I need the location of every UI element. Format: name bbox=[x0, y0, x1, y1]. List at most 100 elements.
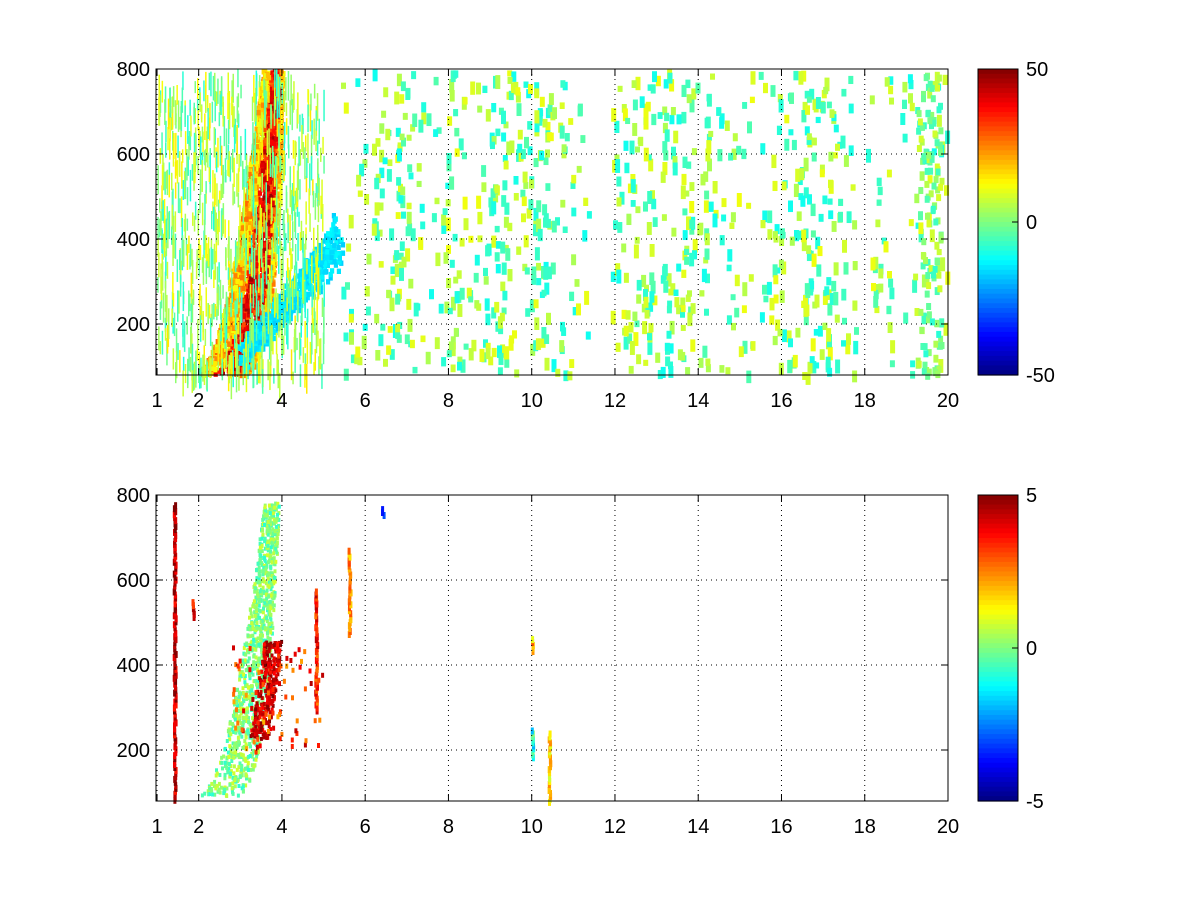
heatmap-cell bbox=[463, 218, 469, 231]
heatmap-cell bbox=[426, 113, 432, 127]
heatmap-cell bbox=[803, 187, 809, 199]
heatmap-cell bbox=[246, 270, 251, 276]
heatmap-cell bbox=[446, 153, 452, 166]
heatmap-cell bbox=[283, 297, 288, 303]
heatmap-cell bbox=[337, 238, 342, 245]
heatmap-cell bbox=[289, 287, 291, 314]
heatmap-cell bbox=[371, 223, 377, 236]
heatmap-cell bbox=[161, 330, 164, 355]
heatmap-cell bbox=[798, 71, 804, 85]
heatmap-cell bbox=[271, 136, 276, 142]
heatmap-cell bbox=[253, 364, 258, 370]
heatmap-cell bbox=[803, 314, 809, 326]
heatmap-cell bbox=[281, 280, 283, 302]
heatmap-cell bbox=[160, 211, 162, 236]
heatmap-cell bbox=[205, 262, 207, 277]
heatmap-cell bbox=[322, 238, 327, 244]
heatmap-cell bbox=[630, 179, 636, 193]
heatmap-cell bbox=[183, 239, 185, 267]
heatmap-cell bbox=[207, 253, 209, 269]
heatmap-cell bbox=[673, 130, 679, 144]
heatmap-cell bbox=[254, 131, 256, 158]
heatmap-cell bbox=[325, 262, 330, 269]
heatmap-cell bbox=[211, 370, 216, 376]
heatmap-cell bbox=[255, 311, 258, 341]
heatmap-cell bbox=[220, 183, 222, 200]
heatmap-cell bbox=[212, 170, 214, 199]
heatmap-cell bbox=[325, 254, 330, 260]
heatmap-cell bbox=[406, 202, 412, 210]
heatmap-cell bbox=[248, 166, 253, 172]
heatmap-cell bbox=[410, 228, 416, 242]
heatmap-cell bbox=[778, 99, 784, 113]
heatmap-cell bbox=[220, 210, 223, 239]
heatmap-cell bbox=[274, 292, 276, 316]
heatmap-cell bbox=[412, 366, 418, 374]
heatmap-cell bbox=[585, 331, 591, 340]
heatmap-cell bbox=[320, 147, 322, 162]
heatmap-cell bbox=[736, 145, 742, 155]
heatmap-cell bbox=[502, 180, 508, 191]
heatmap-cell bbox=[280, 258, 282, 290]
heatmap-cell bbox=[177, 343, 179, 360]
heatmap-cell bbox=[408, 172, 414, 180]
heatmap-cell bbox=[562, 226, 568, 233]
heatmap-cell bbox=[244, 128, 247, 161]
heatmap-cell bbox=[269, 361, 271, 391]
heatmap-cell bbox=[287, 125, 290, 149]
heatmap-cell bbox=[167, 127, 169, 151]
heatmap-cell bbox=[332, 259, 337, 265]
heatmap-cell bbox=[672, 162, 678, 176]
heatmap-cell bbox=[230, 346, 235, 352]
heatmap-cell bbox=[444, 301, 450, 314]
heatmap-cell bbox=[267, 82, 272, 88]
heatmap-cell bbox=[290, 349, 293, 381]
heatmap-cell bbox=[199, 283, 201, 301]
heatmap-cell bbox=[172, 86, 175, 107]
heatmap-cell bbox=[212, 361, 217, 367]
heatmap-cell bbox=[292, 93, 294, 113]
heatmap-cell bbox=[314, 284, 316, 301]
heatmap-cell bbox=[252, 345, 255, 372]
heatmap-cell bbox=[258, 242, 260, 275]
heatmap-cell bbox=[801, 229, 807, 243]
heatmap-cell bbox=[544, 282, 550, 295]
heatmap-cell bbox=[793, 70, 799, 81]
heatmap-cell bbox=[291, 253, 293, 270]
heatmap-cell bbox=[175, 132, 177, 164]
heatmap-cell bbox=[331, 222, 336, 228]
heatmap-cell bbox=[306, 308, 309, 323]
heatmap-cell bbox=[479, 348, 485, 362]
heatmap-cell bbox=[292, 221, 294, 252]
heatmap-cell bbox=[278, 221, 281, 238]
heatmap-cell bbox=[228, 297, 233, 303]
heatmap-cell bbox=[299, 179, 301, 200]
heatmap-cell bbox=[259, 142, 264, 148]
heatmap-cell bbox=[559, 102, 565, 109]
heatmap-cell bbox=[705, 148, 711, 162]
heatmap-cell bbox=[773, 294, 779, 304]
heatmap-cell bbox=[199, 169, 202, 195]
heatmap-cell bbox=[298, 307, 303, 314]
heatmap-cell bbox=[256, 181, 261, 188]
heatmap-cell bbox=[483, 267, 488, 277]
heatmap-cell bbox=[242, 313, 247, 319]
heatmap-cell bbox=[244, 357, 247, 373]
heatmap-cell bbox=[204, 150, 206, 166]
heatmap-cell bbox=[267, 290, 269, 314]
heatmap-cell bbox=[624, 162, 630, 174]
heatmap-cell bbox=[697, 224, 703, 236]
heatmap-cell bbox=[730, 294, 736, 301]
heatmap-cell bbox=[454, 291, 460, 304]
heatmap-cell bbox=[775, 319, 781, 331]
heatmap-cell bbox=[781, 329, 787, 343]
heatmap-cell bbox=[242, 160, 244, 190]
heatmap-cell bbox=[218, 190, 221, 204]
heatmap-cell bbox=[680, 297, 686, 307]
heatmap-cell bbox=[271, 91, 276, 97]
heatmap-cell bbox=[684, 190, 690, 197]
heatmap-cell bbox=[265, 184, 270, 191]
heatmap-cell bbox=[533, 340, 539, 352]
heatmap-cell bbox=[355, 346, 361, 358]
heatmap-cell bbox=[395, 332, 401, 339]
